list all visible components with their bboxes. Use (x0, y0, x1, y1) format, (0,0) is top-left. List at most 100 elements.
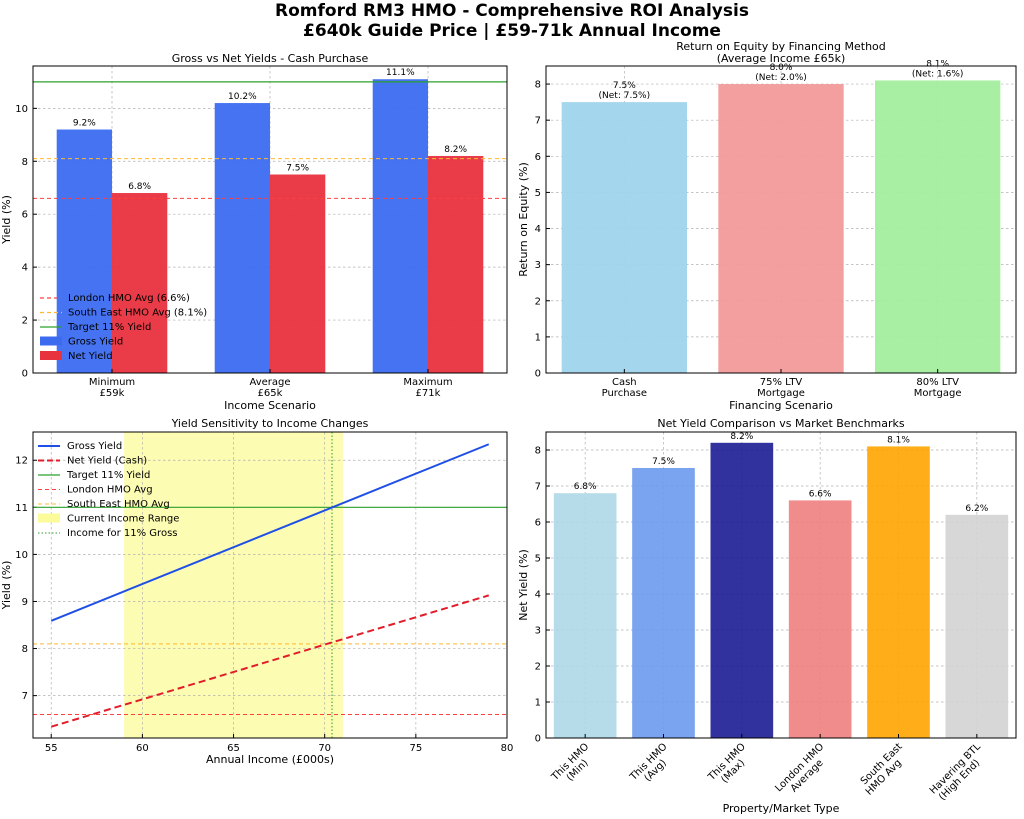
axes-frame (545, 431, 1017, 739)
legend: London HMO Avg (6.6%) South East HMO Avg … (40, 293, 207, 362)
panel-title: Net Yield Comparison vs Market Benchmark… (657, 417, 905, 430)
bar-value-label: 7.5% (613, 81, 636, 91)
y-tick-label: 7 (22, 691, 28, 702)
bar-value-label: 8.0% (770, 63, 793, 73)
bar-net-yield (553, 493, 617, 738)
x-tick-label: 55 (45, 743, 58, 754)
bar-net-label: (Net: 1.6%) (912, 69, 964, 79)
legend-label: Gross Yield (67, 441, 122, 452)
panel-subtitle: (Average Income £65k) (717, 52, 846, 65)
bar-gross-yield (56, 129, 112, 373)
x-tick-label: 60 (136, 743, 149, 754)
bar-net-yield (112, 193, 168, 373)
bar-value-label: 9.2% (73, 119, 96, 129)
bar-net-yield (945, 514, 1009, 738)
y-tick-label: 0 (535, 369, 541, 380)
bar-value-label: 6.8% (574, 482, 597, 492)
y-axis-label: Return on Equity (%) (517, 162, 530, 277)
x-tick-label: £71k (416, 388, 441, 399)
y-tick-label: 5 (535, 554, 541, 565)
axes-frame (32, 431, 508, 739)
bar-net-yield (428, 155, 484, 373)
legend-label: South East HMO Avg (67, 499, 170, 510)
bar-net-yield (710, 442, 774, 738)
x-tick-label: 75% LTV (760, 377, 803, 388)
y-tick-label: 8 (535, 446, 541, 457)
y-tick-label: 9 (22, 597, 28, 608)
panel-title: Yield Sensitivity to Income Changes (171, 417, 369, 430)
y-tick-label: 5 (535, 188, 541, 199)
axes-frame (545, 65, 1017, 374)
bar-net-yield (632, 468, 695, 738)
y-tick-label: 0 (535, 734, 541, 745)
y-tick-label: 3 (535, 626, 541, 637)
legend-label: Net Yield (68, 351, 113, 362)
x-axis-label: Financing Scenario (729, 399, 833, 412)
x-tick-label: Mortgage (914, 388, 962, 399)
y-tick-label: 1 (535, 698, 541, 709)
x-tick-label: Purchase (602, 388, 647, 399)
bar-value-label: 6.6% (809, 489, 832, 499)
panel-yield-sensitivity: Yield Sensitivity to Income Changes 7 8 9 10… (0, 417, 513, 766)
bar-value-label: 11.1% (386, 68, 415, 78)
y-tick-label: 6 (535, 518, 541, 529)
panel-net-yield-comparison: Net Yield Comparison vs Market Benchmark… (517, 417, 1017, 815)
legend-patch-swatch (38, 513, 60, 523)
bar-value-label: 8.2% (730, 432, 753, 442)
x-tick-label: 80 (501, 743, 514, 754)
panel-title: Return on Equity by Financing Method (676, 40, 886, 53)
y-tick-label: 4 (22, 263, 28, 274)
bar-roe (875, 80, 1001, 374)
x-tick-label: 70 (318, 743, 331, 754)
bar-value-label: 6.2% (965, 504, 988, 514)
y-tick-label: 8 (22, 157, 28, 168)
bar-gross-yield (372, 79, 428, 373)
bar-net-yield (867, 446, 930, 738)
bar-value-label: 7.5% (652, 457, 675, 467)
x-tick-label: Cash (612, 377, 637, 388)
legend-label: Current Income Range (67, 514, 179, 525)
x-tick-label: 80% LTV (916, 377, 959, 388)
x-tick-label: London HMOAverage (773, 741, 834, 802)
panel-title: Gross vs Net Yields - Cash Purchase (172, 52, 369, 65)
x-axis-label: Property/Market Type (723, 802, 840, 815)
y-axis-label: Yield (%) (0, 561, 13, 611)
y-tick-label: 7 (535, 482, 541, 493)
y-tick-label: 10 (15, 104, 28, 115)
bar-net-yield (788, 500, 852, 738)
y-axis-label: Yield (%) (0, 195, 13, 245)
x-tick-label: This HMO(Min) (549, 741, 599, 791)
x-axis-label: Income Scenario (224, 399, 316, 412)
x-tick-label: 65 (227, 743, 240, 754)
bar-roe (561, 102, 687, 373)
legend-label: Target 11% Yield (66, 470, 150, 481)
y-tick-label: 8 (22, 644, 28, 655)
bar-roe (718, 84, 844, 373)
panel-gross-vs-net-yields: Gross vs Net Yields - Cash Purchase 0 2 4 6 8… (0, 52, 508, 412)
x-tick-label: Havering BTL(High End) (928, 741, 991, 804)
net-yield-cash-line (50, 594, 490, 728)
legend-label: South East HMO Avg (8.1%) (68, 308, 207, 319)
y-axis-label: Net Yield (%) (517, 549, 530, 621)
gross-yield-line (50, 443, 490, 622)
y-tick-label: 11 (15, 503, 28, 514)
x-tick-label: 75 (409, 743, 422, 754)
y-tick-label: 10 (15, 550, 28, 561)
y-tick-label: 0 (22, 369, 28, 380)
panel-return-on-equity: Return on Equity by Financing Method(Ave… (517, 40, 1017, 412)
x-tick-label: Minimum (89, 377, 135, 388)
legend-label: London HMO Avg (6.6%) (68, 293, 190, 304)
legend-label: Target 11% Yield (67, 322, 151, 333)
x-tick-label: Maximum (403, 377, 452, 388)
x-tick-label: This HMO(Avg) (627, 741, 677, 791)
x-axis-label: Annual Income (£000s) (206, 753, 334, 766)
legend-label: Income for 11% Gross (67, 528, 178, 539)
y-tick-label: 4 (535, 224, 541, 235)
x-tick-label: Mortgage (757, 388, 805, 399)
bar-net-yield (270, 174, 326, 373)
legend: Gross Yield Net Yield (Cash) Target 11% Yi… (38, 441, 179, 539)
bar-value-label: 8.1% (887, 435, 910, 445)
bar-value-label: 8.1% (926, 59, 949, 69)
x-tick-label: £65k (258, 388, 283, 399)
figure-title-line1: Romford RM3 HMO - Comprehensive ROI Anal… (275, 1, 749, 21)
